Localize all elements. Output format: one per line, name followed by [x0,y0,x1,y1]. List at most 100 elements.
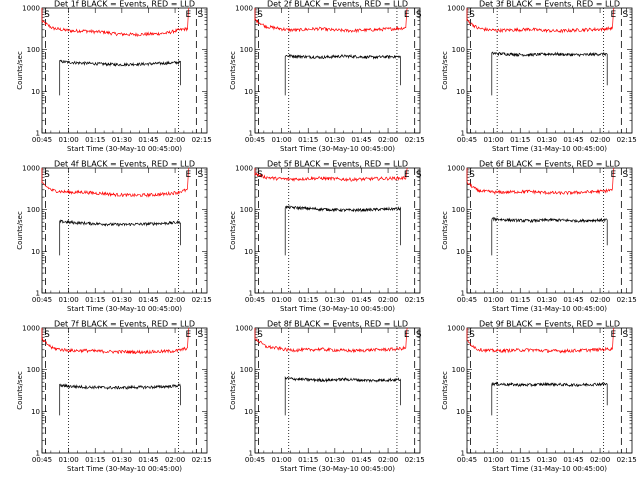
plot-frame [41,167,208,294]
segment-marker: S [197,170,203,180]
y-axis-label: Counts/sec [16,51,24,90]
segment-marker: S [197,10,203,20]
x-tick-label: 02:00 [378,136,398,144]
segment-marker: S [257,170,263,180]
x-tick-label: 01:30 [112,136,132,144]
x-tick-label: 01:00 [272,136,292,144]
y-tick-label: 1000 [447,165,465,173]
y-tick-label: 1 [36,450,40,458]
segment-marker: S [257,10,263,20]
x-tick-label: 02:00 [378,456,398,464]
lld-series-line [254,167,408,183]
x-tick-label: 01:45 [563,456,583,464]
y-tick-label: 1000 [235,5,253,13]
x-axis-label: Start Time (31-May-10 00:45:00) [492,305,607,313]
panel-title: Det 9f BLACK = Events, RED = LLD [479,320,620,329]
panel-9: Det 9f BLACK = Events, RED = LLD 1 10 100 10… [441,320,637,474]
events-series-line [59,219,181,256]
panel-title: Det 5f BLACK = Events, RED = LLD [267,160,408,169]
y-axis-label: Counts/sec [16,211,24,250]
y-axis-label: Counts/sec [229,371,237,410]
x-tick-label: 02:00 [590,136,610,144]
y-tick-label: 10 [31,88,40,96]
lld-series-line [254,327,408,354]
y-tick-label: 1 [249,450,253,458]
segment-marker: E [404,170,410,180]
segment-marker: S [622,170,628,180]
x-axis-label: Start Time (30-May-10 00:45:00) [67,305,182,313]
panel-title: Det 3f BLACK = Events, RED = LLD [479,0,620,9]
events-series-line [284,376,401,416]
events-series-line [491,51,608,96]
x-tick-label: 02:00 [590,456,610,464]
y-axis-label: Counts/sec [441,51,449,90]
x-tick-label: 01:30 [325,296,345,304]
y-axis-label: Counts/sec [229,51,237,90]
x-tick-label: 01:45 [138,296,158,304]
lld-series-line [254,7,408,34]
x-axis-label: Start Time (30-May-10 00:45:00) [67,145,182,153]
y-tick-label: 10 [456,408,465,416]
segment-marker: E [404,330,410,340]
x-tick-label: 02:00 [165,456,185,464]
panel-title: Det 6f BLACK = Events, RED = LLD [479,160,620,169]
y-tick-label: 10 [31,248,40,256]
x-tick-label: 01:30 [112,296,132,304]
x-tick-label: 00:45 [32,136,52,144]
x-tick-label: 00:45 [245,136,265,144]
plot-frame [254,327,421,454]
plot-frame [466,167,633,294]
y-tick-label: 1 [461,130,465,138]
panel-8: Det 8f BLACK = Events, RED = LLD 1 10 100 10… [229,320,425,474]
x-tick-label: 02:15 [192,456,212,464]
x-tick-label: 01:15 [298,296,318,304]
x-tick-label: 00:45 [245,296,265,304]
panel-title: Det 7f BLACK = Events, RED = LLD [54,320,195,329]
panel-4: Det 4f BLACK = Events, RED = LLD 1 10 100 10… [16,160,212,314]
panel-7: Det 7f BLACK = Events, RED = LLD 1 10 100 10… [16,320,212,474]
x-tick-label: 01:00 [484,456,504,464]
x-tick-label: 01:45 [351,136,371,144]
x-tick-label: 01:30 [537,296,557,304]
y-tick-label: 100 [240,366,253,374]
y-tick-label: 1 [36,130,40,138]
events-series-line [491,216,608,256]
segment-marker: S [416,10,422,20]
panel-title: Det 1f BLACK = Events, RED = LLD [54,0,195,9]
x-axis-label: Start Time (30-May-10 00:45:00) [280,305,395,313]
x-tick-label: 01:45 [138,456,158,464]
y-axis-label: Counts/sec [229,211,237,250]
x-tick-label: 01:15 [298,456,318,464]
segment-marker: E [611,10,617,20]
panel-2: Det 2f BLACK = Events, RED = LLD 1 10 100 10… [229,0,425,153]
y-tick-label: 10 [244,408,253,416]
x-tick-label: 01:45 [351,296,371,304]
segment-marker: E [186,170,192,180]
y-tick-label: 1000 [22,165,40,173]
x-tick-label: 01:30 [325,136,345,144]
lld-series-line [466,327,615,354]
x-tick-label: 01:15 [85,456,105,464]
segment-marker: S [622,10,628,20]
events-series-line [491,381,608,416]
y-tick-label: 100 [452,366,465,374]
panel-title: Det 2f BLACK = Events, RED = LLD [267,0,408,9]
segment-marker: E [186,10,192,20]
y-tick-label: 1 [36,290,40,298]
segment-marker: E [404,10,410,20]
segment-marker: E [611,170,617,180]
x-axis-label: Start Time (31-May-10 00:45:00) [492,465,607,473]
events-series-line [284,53,401,96]
y-tick-label: 100 [240,46,253,54]
x-tick-label: 01:00 [272,456,292,464]
x-tick-label: 01:15 [510,456,530,464]
x-tick-label: 02:15 [192,296,212,304]
x-tick-label: 01:45 [138,136,158,144]
x-tick-label: 01:30 [325,456,345,464]
y-tick-label: 1000 [22,5,40,13]
x-tick-label: 02:15 [617,296,637,304]
segment-marker: S [257,330,263,340]
segment-marker: S [416,170,422,180]
lld-series-line [41,7,190,38]
